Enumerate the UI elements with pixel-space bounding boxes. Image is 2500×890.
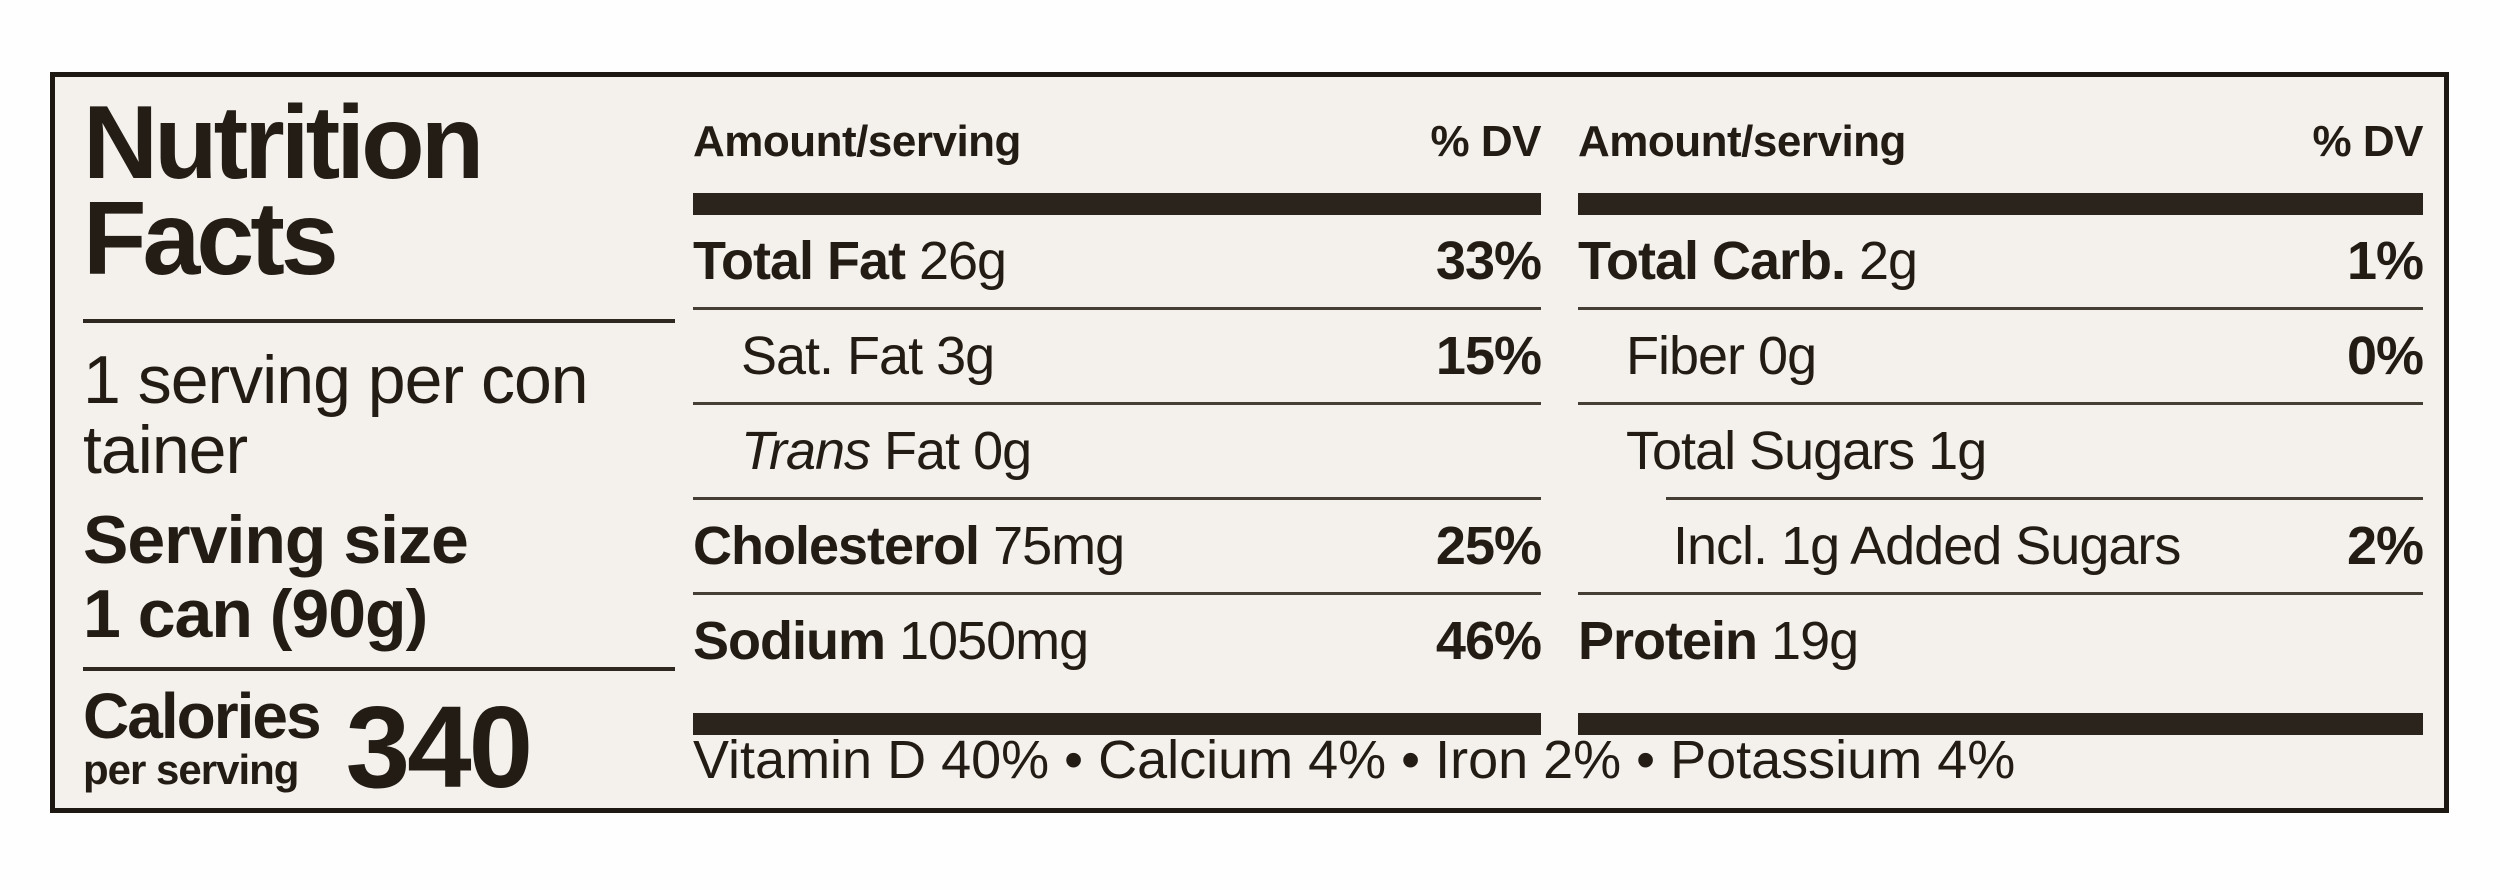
nutrient-amount: 0g [1744, 326, 1817, 386]
nutrient-row: Trans Fat 0g [693, 405, 1541, 497]
nutrient-name: Total Fat 26g [693, 231, 1007, 291]
thin-divider [1578, 592, 2423, 595]
amount-serving-header: Amount/serving [1578, 117, 1906, 166]
label-title-line2: Facts [83, 181, 339, 297]
servings-per-container: 1 serving per con tainer [83, 345, 675, 485]
nutrient-column-left: Amount/serving % DV Total Fat 26g 33% Sat.… [693, 115, 1542, 735]
thin-divider [1578, 307, 2423, 310]
amount-serving-header: Amount/serving [693, 117, 1021, 166]
left-divider-bottom [83, 667, 675, 671]
percent-dv-header: % DV [1430, 117, 1542, 166]
nutrient-name: Fiber 0g [1626, 326, 1817, 386]
thin-divider [693, 402, 1541, 405]
nutrient-rows: Total Fat 26g 33% Sat. Fat 3g 15% Trans Fat … [693, 215, 1542, 687]
column-header: Amount/serving % DV [1578, 115, 2424, 167]
calories-label: Calories [83, 680, 322, 752]
calories-value: 340 [345, 682, 534, 812]
serving-size: Serving size 1 can (90g) [83, 503, 675, 651]
nutrient-dv: 1% [2346, 231, 2424, 291]
nutrient-name: Incl. 1g Added Sugars [1673, 516, 2181, 576]
thick-divider [693, 713, 1541, 735]
serving-size-label: Serving size [83, 502, 469, 578]
nutrient-row: Total Carb. 2g 1% [1578, 215, 2424, 307]
nutrition-label: Nutrition Facts 1 serving per con tainer S… [50, 72, 2449, 813]
nutrient-amount: 1g [1914, 421, 1987, 481]
nutrient-row: Total Sugars 1g [1578, 405, 2423, 497]
nutrient-name: Sat. Fat 3g [741, 326, 995, 386]
micronutrients-footer: Vitamin D 40% • Calcium 4% • Iron 2% • P… [693, 730, 2016, 790]
label-left-column: Nutrition Facts 1 serving per con tainer S… [83, 91, 675, 812]
nutrient-dv: 46% [1435, 611, 1542, 671]
calories-block: Calories per serving 340 [83, 680, 675, 812]
nutrient-dv: 0% [2346, 326, 2424, 386]
nutrient-dv: 33% [1435, 231, 1542, 291]
thick-divider [1578, 193, 2423, 215]
servings-line2: tainer [83, 412, 248, 488]
nutrient-amount: 75mg [979, 516, 1125, 576]
nutrient-amount: 0g [959, 421, 1032, 481]
calories-words: Calories per serving [83, 680, 322, 793]
serving-size-value: 1 can (90g) [83, 576, 428, 652]
nutrient-row: Protein 19g [1578, 595, 2423, 687]
nutrient-row: Cholesterol 75mg 25% [693, 500, 1542, 592]
left-divider-top [83, 319, 675, 323]
percent-dv-header: % DV [2312, 117, 2424, 166]
nutrient-rows: Total Carb. 2g 1% Fiber 0g 0% Total Sugars 1… [1578, 215, 2424, 687]
nutrient-amount: 26g [904, 231, 1007, 291]
nutrient-row: Incl. 1g Added Sugars 2% [1578, 500, 2424, 592]
nutrient-row: Fiber 0g 0% [1578, 310, 2424, 402]
thin-divider [693, 592, 1541, 595]
thick-divider [1578, 713, 2423, 735]
nutrient-amount: 3g [922, 326, 995, 386]
thick-divider [693, 193, 1541, 215]
nutrient-name: Total Carb. 2g [1578, 231, 1918, 291]
nutrient-amount: 1050mg [885, 611, 1089, 671]
thin-divider [693, 497, 1541, 500]
nutrient-amount: 19g [1757, 611, 1859, 671]
thin-divider [1578, 402, 2423, 405]
nutrient-amount: 2g [1845, 231, 1918, 291]
nutrient-name: Trans Fat 0g [741, 421, 1032, 481]
calories-per-serving-label: per serving [83, 746, 299, 793]
thin-divider [1666, 497, 2423, 500]
label-title: Nutrition Facts [83, 91, 675, 291]
nutrient-name: Sodium 1050mg [693, 611, 1089, 671]
thin-divider [693, 307, 1541, 310]
nutrient-row: Sat. Fat 3g 15% [693, 310, 1542, 402]
servings-line1: 1 serving per con [83, 342, 589, 418]
nutrient-dv: 2% [2346, 516, 2424, 576]
nutrient-row: Total Fat 26g 33% [693, 215, 1542, 307]
column-header: Amount/serving % DV [693, 115, 1542, 167]
nutrient-dv: 25% [1435, 516, 1542, 576]
nutrient-name: Total Sugars 1g [1626, 421, 1987, 481]
nutrient-column-right: Amount/serving % DV Total Carb. 2g 1% Fibe… [1578, 115, 2424, 735]
label-title-line1: Nutrition [83, 85, 484, 201]
nutrient-name: Cholesterol 75mg [693, 516, 1125, 576]
nutrient-name: Protein 19g [1578, 611, 1859, 671]
nutrient-dv: 15% [1435, 326, 1542, 386]
nutrient-row: Sodium 1050mg 46% [693, 595, 1542, 687]
